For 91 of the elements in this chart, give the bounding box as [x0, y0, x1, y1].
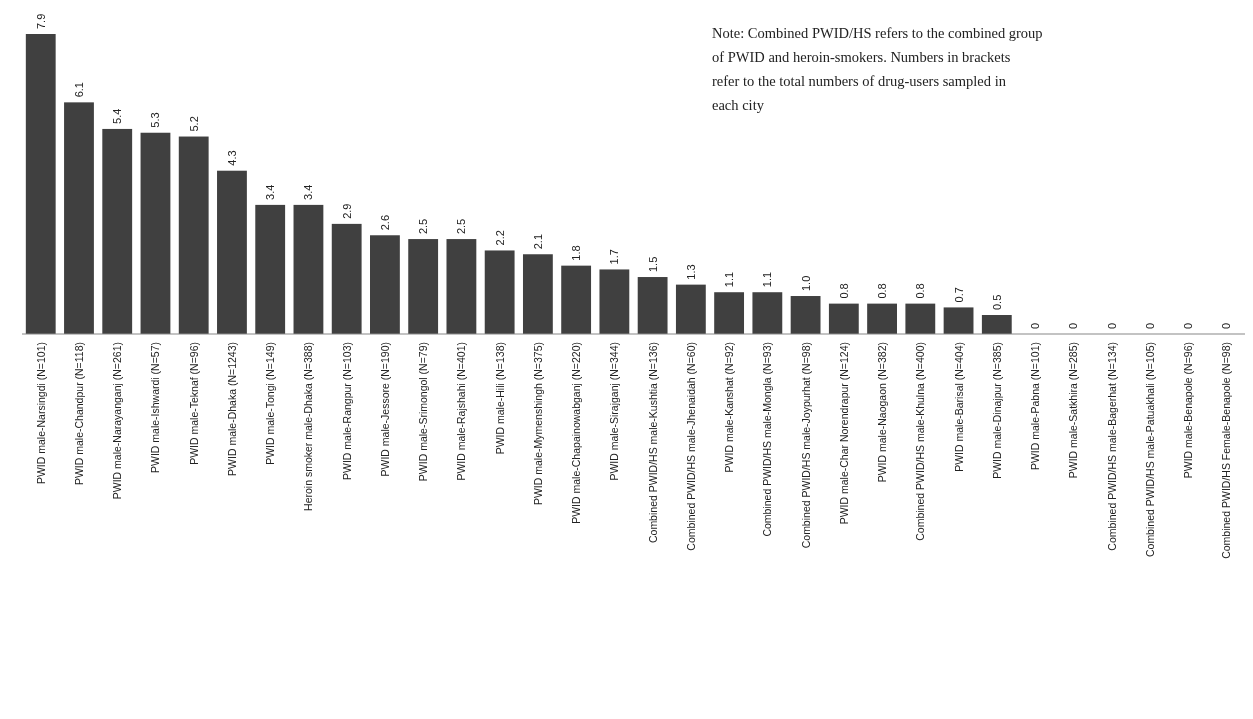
x-tick-label: PWID male-Rangpur (N=103) — [340, 342, 353, 481]
data-label: 0 — [1105, 322, 1118, 329]
x-tick-label: PWID male-Mymenshingh (N=375) — [531, 342, 544, 506]
data-label: 0 — [1220, 322, 1233, 329]
bar — [905, 303, 936, 334]
bar — [714, 292, 745, 334]
bar — [599, 269, 630, 334]
bar — [675, 284, 706, 334]
annotation: Note: Combined PWID/HS refers to the combined group of PWID and heroin-smokers. Numbers in brackets refer to the total numbers of drug-users sampled in each city — [712, 25, 1043, 113]
x-tick-label: PWID male-Dhaka (N=1243) — [225, 342, 238, 476]
x-tick-label: PWID male-Satkhira (N=285) — [1067, 342, 1080, 479]
data-label: 1.5 — [646, 256, 659, 273]
bar — [484, 250, 515, 334]
data-label: 5.4 — [111, 108, 124, 124]
data-label: 2.5 — [417, 218, 430, 235]
x-tick-label: Combined PWID/HS Female-Benapole (N=98) — [1220, 342, 1233, 559]
bar — [331, 223, 362, 334]
data-label: 1.1 — [723, 271, 736, 288]
x-tick-label: Combined PWID/HS male-Patuakhali (N=105) — [1143, 342, 1156, 558]
x-tick-label: Combined PWID/HS male-Jhenaidah (N=60) — [684, 342, 697, 551]
data-label: 0 — [1029, 322, 1042, 329]
bar — [943, 307, 974, 334]
data-label: 2.1 — [531, 233, 544, 250]
x-tick-label: PWID male-Jessore (N=190) — [378, 342, 391, 477]
x-tick-label: PWID male-Pabna (N=101) — [1029, 342, 1042, 471]
data-label: 2.5 — [455, 218, 468, 235]
x-tick-label: PWID male-Barisal (N=404) — [952, 342, 965, 472]
bar — [140, 132, 171, 334]
data-label: 1.0 — [799, 275, 812, 292]
bar — [178, 136, 209, 334]
x-tick-label: Combined PWID/HS male-Bagerhat (N=134) — [1105, 342, 1118, 551]
bar — [981, 315, 1012, 334]
bar — [752, 292, 783, 334]
bar — [828, 303, 859, 334]
x-tick-label: PWID male-Hili (N=138) — [493, 342, 506, 455]
x-tick-label: PWID male-Chapainowabganj (N=220) — [570, 342, 583, 524]
bar — [64, 102, 94, 334]
bar — [561, 265, 592, 334]
bar — [408, 239, 439, 334]
x-tick-label: PWID male-Dinajpur (N=385) — [990, 342, 1003, 479]
x-tick-label: Combined PWID/HS male-Joypurhat (N=98) — [799, 342, 812, 549]
x-tick-label: PWID male-Srimongol (N=79) — [417, 342, 430, 482]
x-tick-label: Heroin smoker male-Dhaka (N=388) — [302, 342, 315, 511]
bar — [867, 303, 897, 334]
bar — [25, 34, 56, 334]
data-label: 2.2 — [493, 230, 506, 246]
bar — [370, 235, 400, 334]
data-label: 0.8 — [837, 283, 850, 299]
bar — [293, 204, 324, 334]
data-label: 4.3 — [225, 150, 238, 166]
data-label: 1.8 — [570, 245, 583, 261]
x-tick-label: PWID male-Narsingdi (N=101) — [34, 342, 47, 485]
data-label: 0.8 — [914, 283, 927, 299]
bar — [102, 128, 133, 334]
data-label: 0.7 — [952, 287, 965, 303]
data-label: 5.3 — [149, 112, 162, 128]
data-label: 1.1 — [761, 271, 774, 288]
x-tick-label: Combined PWID/HS male-Kushtia (N=136) — [646, 342, 659, 544]
bar — [522, 254, 553, 334]
x-tick-label: PWID male-Naogaon (N=382) — [876, 342, 889, 483]
data-label: 1.7 — [608, 249, 621, 265]
bar — [790, 296, 821, 334]
x-tick-label: PWID male-Ishwardi (N=57) — [149, 342, 162, 473]
data-label: 3.4 — [264, 184, 277, 200]
bar — [255, 204, 286, 334]
x-tick-label: PWID male-Sirajganj (N=344) — [608, 342, 621, 481]
bar — [637, 277, 668, 334]
x-tick-label: PWID male-Teknaf (N=96) — [187, 342, 200, 465]
bar — [446, 239, 477, 334]
data-label: 0 — [1143, 322, 1156, 329]
data-label: 2.9 — [340, 203, 353, 219]
data-label: 1.3 — [684, 264, 697, 280]
data-label: 5.2 — [187, 116, 200, 132]
x-tick-label: Combined PWID/HS male-Mongla (N=93) — [761, 342, 774, 537]
x-tick-label: PWID male-Chandpur (N=118) — [72, 342, 85, 486]
x-tick-label: PWID male-Narayanganj (N=261) — [111, 342, 124, 500]
x-tick-label: PWID male-Tongi (N=149) — [264, 342, 277, 465]
data-label: 3.4 — [302, 184, 315, 200]
data-label: 0.5 — [990, 294, 1003, 311]
data-label: 6.1 — [72, 82, 85, 98]
data-label: 0.8 — [876, 283, 889, 299]
x-tick-label: Combined PWID/HS male-Khulna (N=400) — [914, 342, 927, 541]
x-tick-label: PWID male-Rajshahi (N=401) — [455, 342, 468, 481]
data-label: 0 — [1067, 322, 1080, 329]
data-label: 0 — [1182, 322, 1195, 329]
data-label: 7.9 — [34, 13, 47, 29]
x-tick-label: PWID male-Kanshat (N=92) — [723, 342, 736, 473]
data-label: 2.6 — [378, 214, 391, 231]
bar — [217, 170, 247, 334]
x-tick-label: PWID male-Char Norendrapur (N=124) — [837, 342, 850, 525]
x-tick-label: PWID male-Benapole (N=96) — [1182, 342, 1195, 479]
